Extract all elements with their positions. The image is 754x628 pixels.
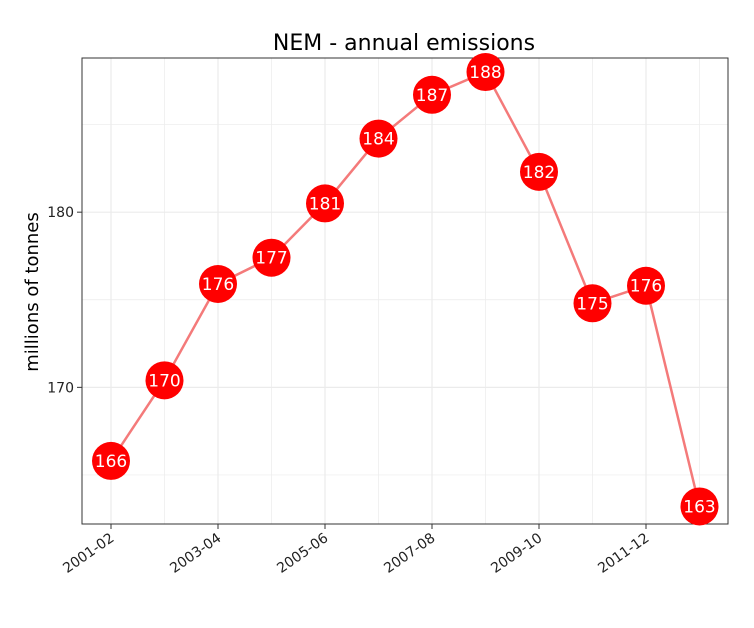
- data-label: 166: [95, 452, 127, 472]
- data-point: [413, 75, 451, 114]
- data-label: 177: [255, 249, 287, 269]
- x-tick-label: 2005-06: [274, 530, 331, 577]
- y-tick-label: 170: [47, 380, 74, 396]
- data-point: [252, 238, 291, 277]
- data-point: [466, 53, 505, 92]
- plot-border: [81, 57, 729, 525]
- x-tick-label: 2009-10: [488, 530, 545, 577]
- data-point: [520, 152, 558, 191]
- y-axis-label: millions of tonnes: [22, 212, 43, 371]
- chart-title: NEM - annual emissions: [273, 31, 535, 56]
- data-point: [306, 184, 344, 223]
- data-label: 188: [469, 63, 501, 83]
- x-tick-label: 2003-04: [167, 530, 224, 577]
- data-label: 163: [683, 497, 715, 517]
- data-label: 176: [630, 277, 662, 297]
- data-label: 176: [202, 275, 234, 295]
- data-point: [359, 119, 398, 158]
- y-tick-label: 180: [47, 205, 74, 221]
- data-point: [627, 266, 665, 305]
- data-label: 184: [362, 130, 394, 150]
- data-label: 187: [416, 86, 448, 106]
- data-label: 181: [309, 194, 341, 214]
- x-tick-label: 2001-02: [60, 530, 117, 577]
- data-point: [145, 361, 184, 400]
- x-tick-label: 2011-12: [595, 530, 652, 577]
- data-label: 175: [576, 294, 608, 314]
- data-point: [92, 441, 130, 480]
- data-label: 182: [523, 163, 555, 183]
- data-point: [573, 284, 612, 323]
- data-point: [199, 264, 237, 303]
- plot-area: 170 180 2001-02 2003-04 2005-06 2007-08 2009-1…: [47, 53, 729, 577]
- data-point: [680, 487, 719, 526]
- data-label: 170: [148, 371, 180, 391]
- x-tick-label: 2007-08: [381, 530, 438, 577]
- series-line: [109, 70, 701, 507]
